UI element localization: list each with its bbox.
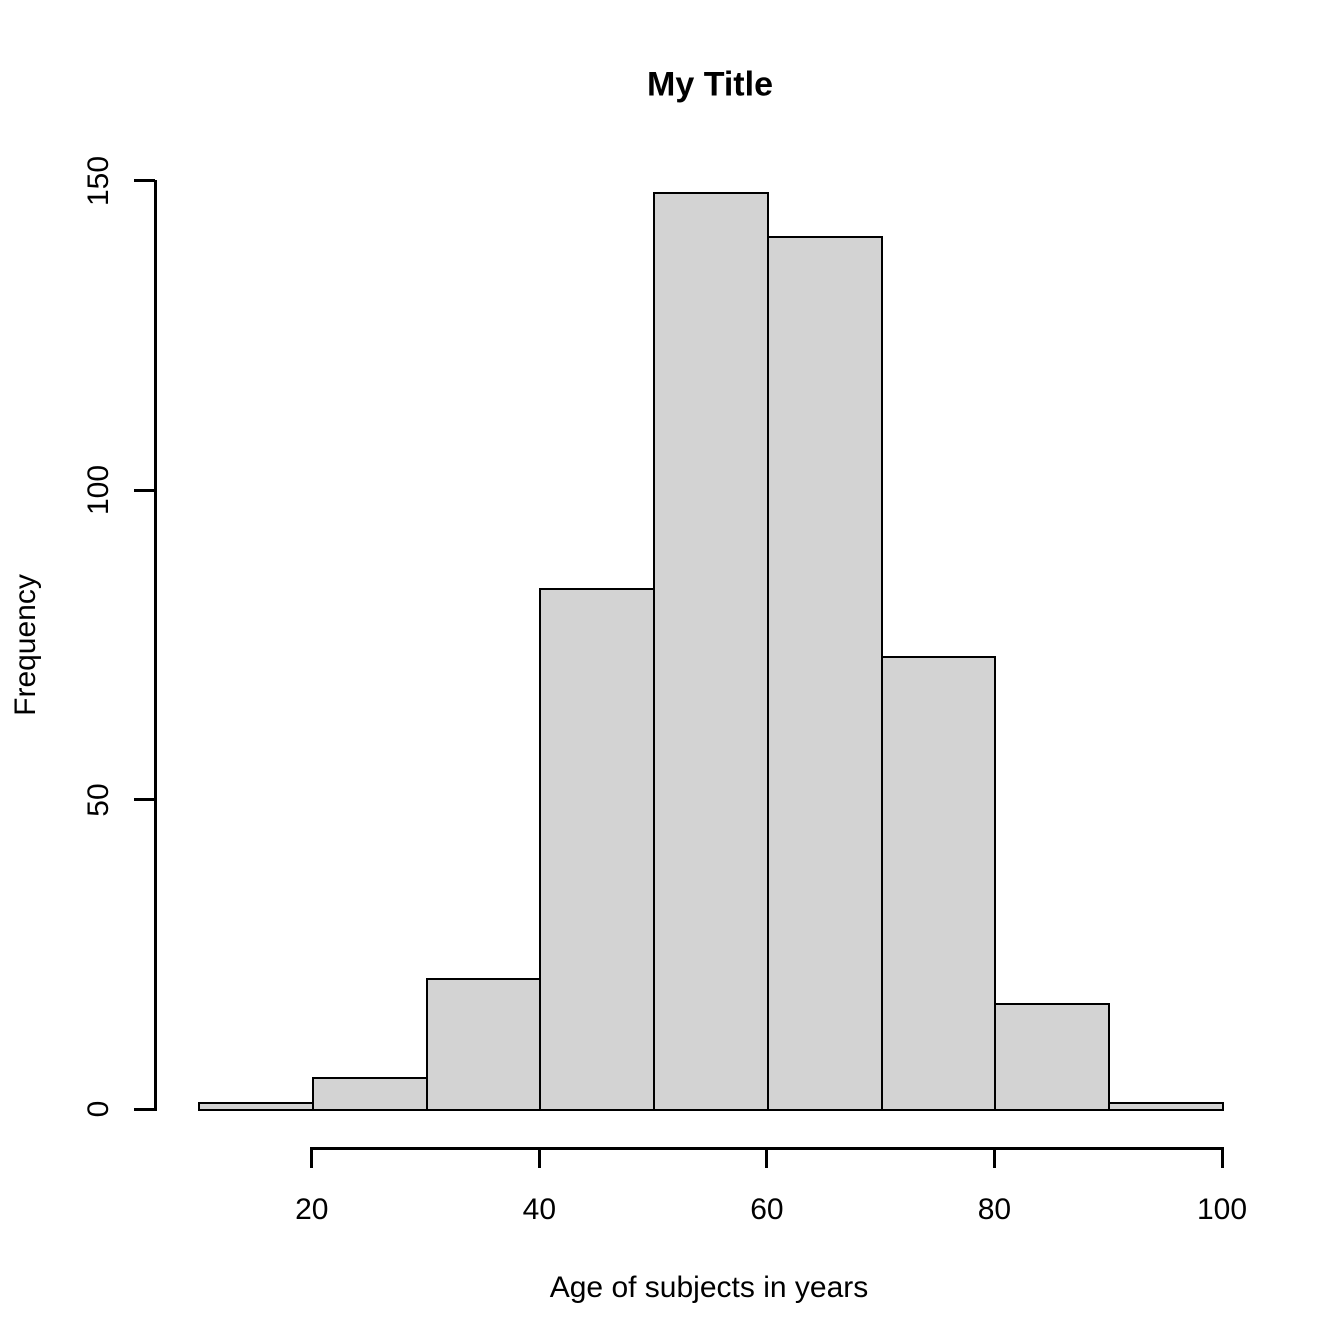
y-tick-label: 50 [82,782,115,817]
histogram-bar [880,656,997,1111]
y-axis-line [154,179,157,1111]
y-tick [134,1107,155,1111]
y-axis-label: Frequency [9,574,42,716]
histogram-bar [198,1101,314,1111]
y-tick [134,488,155,492]
histogram-bar [1108,1101,1224,1111]
x-tick [1220,1147,1224,1168]
x-tick [992,1147,996,1168]
chart-title: My Title [647,65,773,104]
histogram-bar [311,1077,428,1111]
x-tick-label: 40 [522,1193,557,1226]
x-tick [537,1147,541,1168]
x-axis-label: Age of subjects in years [549,1271,869,1304]
x-tick-label: 20 [295,1193,329,1226]
x-tick [310,1147,314,1168]
histogram-bar [539,588,656,1111]
x-tick-label: 100 [1196,1193,1248,1226]
histogram-bar [994,1002,1111,1111]
histogram-bar [653,192,769,1111]
y-tick-label: 0 [82,1100,115,1118]
x-tick-label: 60 [750,1193,784,1226]
histogram-bar [425,978,542,1111]
y-tick-label: 150 [82,155,115,207]
x-tick-label: 80 [977,1193,1012,1226]
histogram-bar [766,235,883,1111]
y-tick [134,798,155,802]
y-tick-label: 100 [82,465,115,516]
x-tick [765,1147,769,1168]
y-tick [134,179,155,183]
